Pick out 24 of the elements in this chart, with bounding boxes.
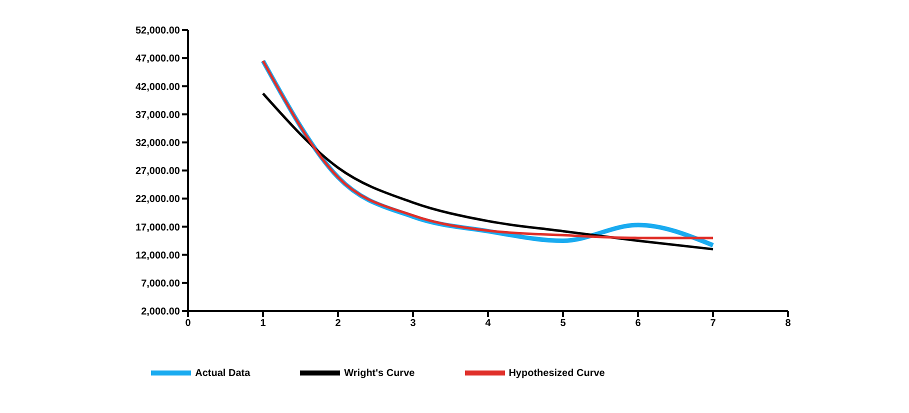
- x-tick-label: 2: [335, 318, 342, 330]
- y-tick-label: 7,000.00: [141, 278, 180, 290]
- y-tick-label: 47,000.00: [136, 54, 180, 65]
- y-tick-label: 17,000.00: [136, 222, 180, 234]
- x-tick-label: 1: [260, 318, 266, 330]
- legend-label: Wright's Curve: [344, 368, 415, 379]
- x-tick-label: 6: [635, 318, 642, 330]
- x-tick-label: 4: [485, 318, 492, 330]
- x-tick-label: 0: [185, 318, 192, 330]
- y-tick-label: 37,000.00: [136, 110, 180, 121]
- x-tick-label: 7: [710, 318, 716, 330]
- legend-label: Actual Data: [195, 368, 250, 379]
- y-tick-label: 52,000.00: [136, 26, 180, 37]
- y-tick-label: 2,000.00: [141, 306, 180, 318]
- y-tick-label: 32,000.00: [136, 138, 180, 149]
- x-tick-label: 5: [560, 318, 566, 330]
- y-tick-label: 27,000.00: [136, 166, 180, 178]
- line-series: [262, 92, 714, 250]
- legend-label: Hypothesized Curve: [508, 368, 605, 379]
- y-tick-label: 42,000.00: [136, 82, 180, 93]
- x-tick-label: 8: [785, 318, 792, 330]
- y-tick-label: 12,000.00: [136, 250, 180, 262]
- y-tick-label: 22,000.00: [136, 194, 180, 206]
- x-tick-label: 3: [410, 318, 416, 330]
